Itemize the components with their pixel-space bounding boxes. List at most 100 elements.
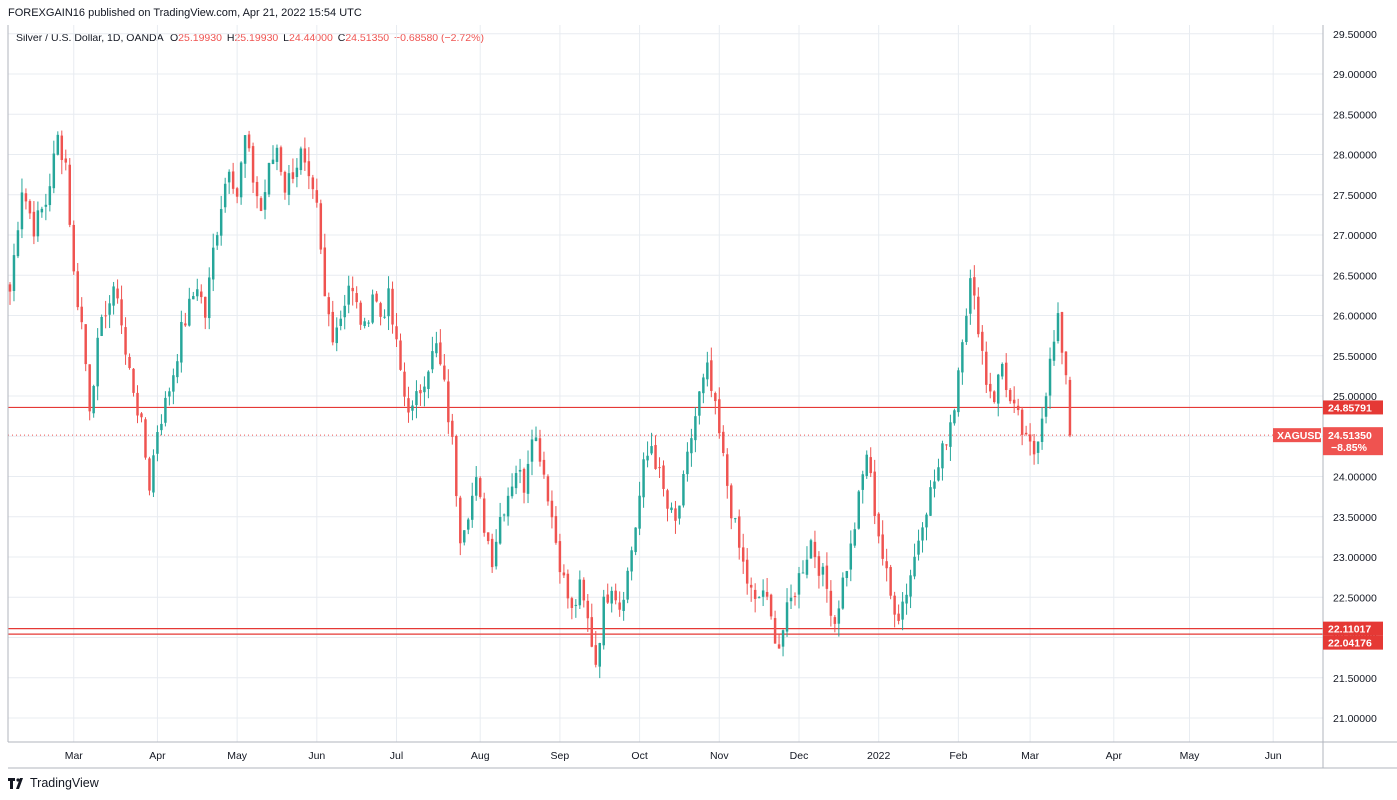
candle-body	[367, 322, 370, 324]
candle-body	[510, 486, 514, 497]
candle-body	[467, 519, 470, 530]
candle-body	[542, 459, 546, 475]
candle-body	[678, 505, 681, 519]
candle-body	[327, 297, 331, 315]
candle-body	[196, 289, 199, 297]
candle-body	[188, 298, 191, 326]
candle-body	[666, 490, 669, 509]
candle-body	[917, 540, 920, 555]
candle-body	[889, 567, 892, 596]
x-tick-label: Jul	[390, 750, 403, 762]
candle-body	[395, 326, 398, 340]
x-tick-label: Mar	[1021, 750, 1040, 762]
candle-body	[184, 323, 187, 326]
candle-body	[227, 171, 231, 183]
candle-body	[865, 454, 868, 476]
candle-body	[781, 630, 785, 647]
candle-body	[929, 487, 932, 516]
x-tick-label: Oct	[631, 750, 647, 762]
candle-body	[797, 573, 801, 595]
candle-body	[144, 419, 147, 458]
candle-body	[973, 277, 976, 296]
candle-body	[24, 193, 28, 202]
candle-body	[56, 134, 60, 155]
tradingview-logo[interactable]: TradingView	[8, 776, 99, 790]
candle-body	[506, 495, 510, 517]
candle-body	[618, 602, 621, 610]
candle-body	[945, 444, 948, 446]
y-tick-label: 25.50000	[1333, 351, 1377, 363]
candle-body	[726, 454, 729, 486]
candle-body	[48, 186, 52, 206]
candle-body	[259, 198, 263, 211]
candle-body	[180, 321, 183, 363]
candle-body	[969, 278, 972, 314]
candle-body	[279, 147, 283, 172]
x-tick-label: Apr	[149, 750, 166, 762]
candle-body	[120, 299, 123, 326]
candle-body	[654, 445, 657, 469]
candle-body	[538, 438, 542, 462]
candle-body	[470, 495, 474, 520]
candle-body	[809, 540, 813, 559]
candlestick-series	[8, 130, 1072, 679]
candle-body	[494, 541, 498, 567]
candle-body	[96, 337, 99, 387]
candle-body	[698, 391, 701, 416]
x-tick-label: Apr	[1106, 750, 1123, 762]
candle-body	[1008, 389, 1012, 402]
candle-body	[530, 439, 534, 462]
candle-body	[447, 381, 450, 423]
candle-body	[455, 435, 458, 497]
candle-body	[514, 473, 518, 489]
candle-body	[443, 365, 446, 380]
candle-body	[152, 455, 155, 493]
candle-body	[490, 538, 494, 568]
candle-body	[423, 386, 426, 393]
price-tags: 24.85791 22.11017 22.04176 24.51350−8.85% XA…	[1273, 400, 1383, 650]
candle-body	[1012, 399, 1016, 404]
candle-body	[949, 422, 952, 447]
candle-body	[554, 516, 558, 543]
candle-body	[1016, 405, 1020, 411]
y-tick-label: 27.00000	[1333, 230, 1377, 242]
candle-body	[80, 306, 83, 323]
candle-body	[893, 595, 896, 615]
candle-body	[773, 618, 777, 644]
candle-body	[1036, 441, 1040, 453]
candle-body	[343, 305, 346, 318]
candle-body	[869, 457, 872, 474]
x-tick-label: Aug	[471, 750, 490, 762]
candle-body	[993, 391, 996, 403]
candle-body	[578, 579, 582, 606]
legend-low-value: 24.44000	[289, 32, 333, 44]
y-tick-label: 27.50000	[1333, 190, 1377, 202]
candle-body	[885, 561, 888, 569]
candle-body	[347, 285, 350, 305]
candle-body	[192, 296, 195, 300]
candle-body	[566, 573, 570, 599]
candle-body	[20, 192, 24, 230]
x-tick-label: Feb	[949, 750, 967, 762]
candle-body	[164, 397, 167, 423]
candle-body	[204, 296, 207, 318]
candle-body	[646, 455, 649, 461]
candle-body	[757, 597, 761, 599]
candle-body	[853, 529, 857, 546]
symbol-tag	[1273, 428, 1321, 443]
candle-body	[694, 416, 697, 441]
candle-body	[359, 302, 362, 325]
x-tick-label: Mar	[65, 750, 84, 762]
candle-body	[602, 596, 605, 646]
candle-body	[84, 324, 87, 365]
candle-body	[419, 390, 422, 394]
candle-body	[451, 420, 454, 437]
candle-body	[219, 209, 223, 236]
candle-body	[658, 467, 661, 469]
candle-body	[582, 579, 586, 601]
y-tick-label: 29.50000	[1333, 29, 1377, 41]
candle-body	[857, 491, 861, 529]
candle-body	[753, 589, 757, 599]
candle-body	[630, 550, 633, 572]
